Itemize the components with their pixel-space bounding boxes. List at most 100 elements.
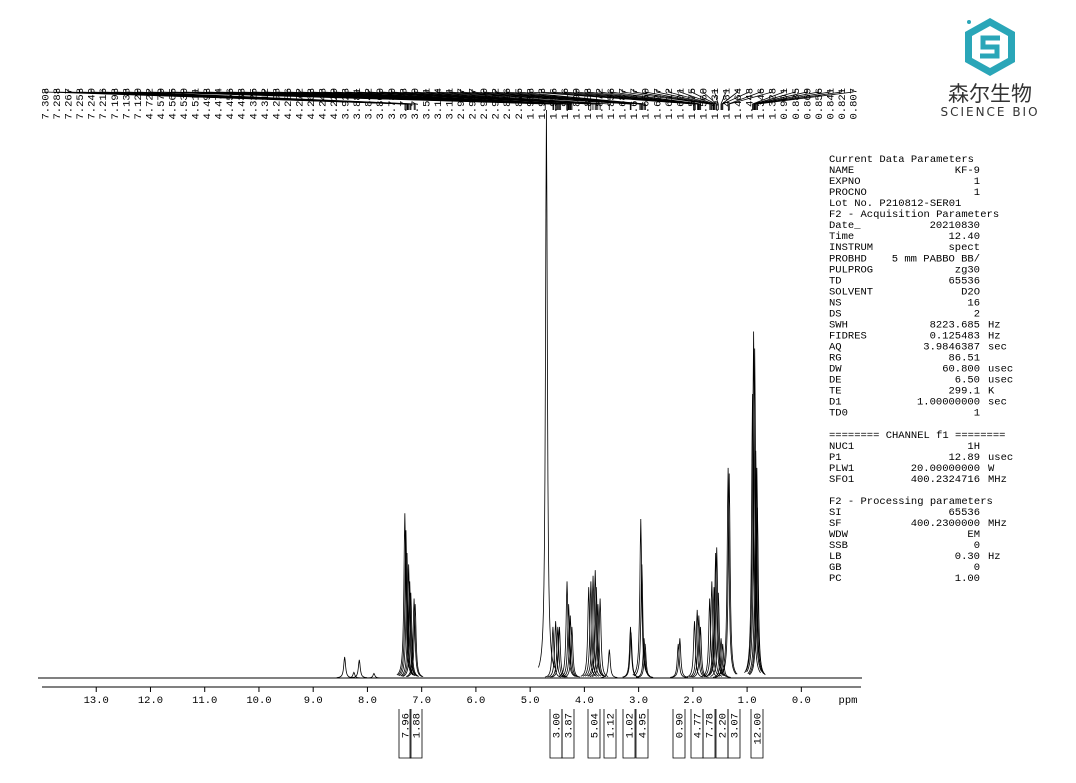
- peak-pointer: [656, 89, 714, 110]
- integral-bracket: [409, 709, 423, 759]
- peak-label: 1.612: [664, 88, 676, 120]
- param-value: spect: [948, 242, 980, 254]
- param-value: 0.30: [955, 551, 980, 563]
- peak-pointer: [587, 89, 700, 110]
- peak: [692, 626, 709, 678]
- param-value: 1.00: [955, 573, 980, 585]
- peak: [719, 467, 737, 675]
- x-tick-label: 13.0: [84, 695, 109, 707]
- peak-label: 2.875: [514, 88, 526, 120]
- param-key: Lot No. P210812-SER01: [829, 198, 961, 210]
- peak-pointer: [517, 89, 646, 110]
- integral-bracket: [727, 709, 741, 759]
- param-value: 20.00000000: [911, 463, 980, 475]
- peak: [351, 659, 368, 679]
- peak-pointer: [460, 89, 641, 110]
- peak: [589, 604, 607, 678]
- param-value: 1: [974, 408, 980, 420]
- peak: [582, 581, 600, 677]
- peak-label: 7.240: [87, 88, 99, 120]
- peak: [547, 621, 564, 678]
- peak-label: 1.601: [675, 88, 687, 120]
- peak-label: 7.138: [121, 88, 133, 120]
- peak: [712, 638, 730, 678]
- peak-pointer: [402, 89, 599, 110]
- param-key: DW: [829, 364, 842, 376]
- peak-label: 1.956: [548, 88, 560, 120]
- param-key: Current Data Parameters: [829, 154, 974, 166]
- param-value: 400.2324716: [911, 474, 980, 486]
- param-value: 60.800: [942, 364, 980, 376]
- integral-value: 12.00: [753, 713, 765, 745]
- param-unit: K: [988, 386, 995, 398]
- peak: [563, 626, 581, 678]
- peak-label: 1.627: [652, 88, 664, 120]
- integral-value: 3.07: [730, 713, 742, 738]
- peak-label: 1.650: [641, 88, 653, 120]
- param-unit: sec: [988, 397, 1007, 409]
- peak-pointer: [753, 89, 808, 110]
- peak-pointer: [598, 89, 701, 110]
- peak-pointer: [752, 89, 785, 110]
- integral-value: 2.20: [718, 713, 730, 738]
- param-key: EXPNO: [829, 176, 861, 188]
- param-key: TD: [829, 275, 842, 287]
- param-key: LB: [829, 551, 842, 563]
- peak: [710, 592, 727, 677]
- peak: [365, 672, 382, 679]
- peak-label: 7.258: [75, 88, 87, 120]
- integral-bracket: [702, 709, 716, 759]
- integral-value: 3.00: [552, 713, 564, 738]
- param-value: 0.125483: [930, 330, 980, 342]
- x-tick-label: 6.0: [466, 695, 485, 707]
- param-key: PROCNO: [829, 187, 867, 199]
- peak-label: 4.530: [179, 88, 191, 120]
- logo-subtitle: SCIENCE BIO: [940, 105, 1039, 119]
- peak: [744, 393, 761, 673]
- logo-name: 森尔生物: [948, 82, 1032, 106]
- peak: [562, 615, 579, 678]
- peak-label: 4.312: [260, 88, 272, 120]
- peak-pointer: [483, 89, 643, 110]
- peak: [587, 570, 604, 677]
- peak-label: 1.448: [745, 88, 757, 120]
- param-key: TE: [829, 386, 842, 398]
- param-value: 20210830: [930, 220, 980, 232]
- peak-label: 4.565: [167, 88, 179, 120]
- peak-label: 7.308: [41, 88, 53, 120]
- peak-label: 1.667: [629, 88, 641, 120]
- peak-pointer: [755, 89, 831, 110]
- peak-pointer: [702, 89, 718, 110]
- logo-s: [980, 35, 1000, 59]
- peak-pointer: [333, 89, 573, 110]
- peak-label: 4.229: [329, 88, 341, 120]
- x-tick-label: 1.0: [738, 695, 757, 707]
- param-key: ======== CHANNEL f1 ========: [829, 430, 1005, 442]
- param-unit: Hz: [988, 551, 1001, 563]
- param-key: SF: [829, 518, 842, 530]
- peak-label: 1.575: [687, 88, 699, 120]
- peak: [714, 643, 731, 678]
- peak-label: 3.800: [375, 88, 387, 120]
- peak: [407, 604, 424, 678]
- param-key: NUC1: [829, 441, 854, 453]
- x-tick-label: 10.0: [246, 695, 271, 707]
- peak-pointer: [437, 89, 631, 110]
- peak: [701, 598, 718, 677]
- integral-value: 4.77: [693, 713, 705, 738]
- peak-pointer: [754, 89, 819, 110]
- peak-pointer: [448, 89, 632, 110]
- param-key: AQ: [829, 342, 842, 354]
- peak-pointer: [679, 89, 715, 110]
- param-key: TD0: [829, 408, 848, 420]
- param-value: 6.50: [955, 375, 980, 387]
- peak: [544, 626, 562, 678]
- x-tick-label: 7.0: [412, 695, 431, 707]
- param-key: Time: [829, 231, 854, 243]
- peak-pointer: [552, 89, 696, 110]
- param-unit: MHz: [988, 474, 1007, 486]
- integral-value: 1.12: [606, 713, 618, 738]
- param-key: DE: [829, 375, 842, 387]
- param-value: 65536: [948, 275, 980, 287]
